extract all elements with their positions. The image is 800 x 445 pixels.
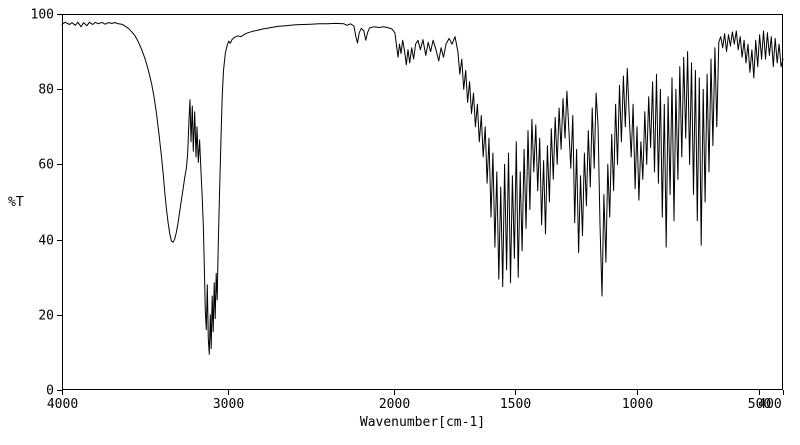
x-tick-label: 400 [758, 397, 781, 412]
y-tick-label: 40 [38, 234, 54, 249]
x-tick-label: 4000 [47, 397, 78, 412]
y-tick-label: 100 [31, 8, 54, 23]
x-tick-label: 2000 [379, 397, 410, 412]
y-tick-label: 0 [46, 384, 54, 399]
plot-border [62, 14, 783, 390]
y-axis-title: %T [8, 195, 24, 210]
spectrum-line [61, 21, 784, 355]
y-tick-label: 20 [38, 309, 54, 324]
x-axis-title: Wavenumber[cm-1] [360, 415, 485, 430]
x-tick-label: 3000 [213, 397, 244, 412]
x-tick-label: 1500 [500, 397, 531, 412]
y-tick-label: 60 [38, 158, 54, 173]
y-tick-label: 80 [38, 83, 54, 98]
x-tick-label: 500 [748, 397, 771, 412]
x-tick-label: 1000 [622, 397, 653, 412]
